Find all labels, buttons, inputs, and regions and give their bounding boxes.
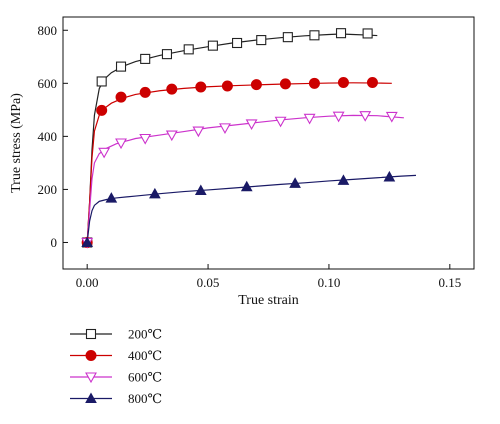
data-point — [383, 170, 396, 182]
legend-marker — [85, 392, 97, 403]
y-tick-label: 800 — [38, 23, 58, 38]
data-point — [282, 32, 293, 43]
data-point — [335, 28, 347, 39]
legend-label: 600℃ — [128, 370, 162, 385]
data-point — [149, 187, 161, 199]
plot-frame — [62, 16, 475, 270]
series-line-4 — [86, 174, 417, 243]
y-tick-label: 0 — [51, 235, 58, 250]
data-point — [250, 79, 262, 91]
data-point — [192, 126, 205, 138]
data-point — [183, 44, 194, 55]
data-point — [303, 113, 316, 125]
data-point — [105, 192, 118, 203]
data-point — [279, 78, 291, 90]
y-tick-label: 400 — [38, 129, 58, 144]
data-point — [98, 147, 111, 159]
legend-label: 800℃ — [128, 391, 162, 406]
data-point — [115, 91, 127, 103]
x-tick-label: 0.00 — [76, 275, 99, 290]
legend-marker — [85, 372, 97, 384]
data-point — [115, 61, 127, 72]
data-point — [161, 49, 173, 60]
y-axis-label: True stress (MPa) — [9, 93, 24, 193]
data-point — [289, 177, 301, 188]
series-line-2 — [86, 82, 392, 243]
data-point — [195, 81, 207, 93]
data-point — [366, 77, 378, 89]
data-point — [362, 28, 373, 39]
legend: 200℃ 400℃ 600℃ 800℃ — [70, 327, 162, 406]
data-point — [207, 40, 218, 51]
y-tick-label: 600 — [38, 76, 58, 91]
legend-marker — [85, 350, 97, 361]
legend-label: 400℃ — [128, 348, 162, 363]
data-point — [166, 83, 178, 95]
series-line-3 — [86, 114, 404, 243]
data-point — [221, 80, 233, 92]
data-point — [256, 35, 267, 46]
data-point — [337, 77, 349, 89]
x-tick-label: 0.05 — [197, 275, 220, 290]
data-point — [219, 123, 231, 135]
data-point — [194, 184, 207, 195]
data-point — [232, 37, 243, 49]
data-point — [332, 111, 345, 123]
series-line-1 — [86, 33, 378, 243]
data-point — [309, 30, 320, 41]
data-point — [274, 116, 287, 128]
data-point — [308, 77, 320, 89]
data-point — [240, 180, 253, 192]
data-point — [115, 138, 127, 150]
data-point — [245, 119, 258, 131]
data-point — [96, 76, 107, 87]
x-tick-label: 0.10 — [318, 275, 341, 290]
data-point — [139, 133, 152, 145]
data-point — [140, 53, 151, 64]
legend-marker — [85, 328, 97, 340]
y-tick-label: 200 — [38, 182, 58, 197]
data-point — [359, 111, 372, 122]
data-point — [139, 86, 151, 98]
data-point — [96, 104, 108, 116]
data-point — [165, 130, 178, 142]
data-point — [337, 174, 350, 185]
x-axis-label: True strain — [238, 293, 299, 308]
data-point — [81, 236, 94, 247]
legend-label: 200℃ — [128, 327, 162, 342]
x-tick-label: 0.15 — [438, 275, 461, 290]
data-point — [385, 111, 398, 123]
